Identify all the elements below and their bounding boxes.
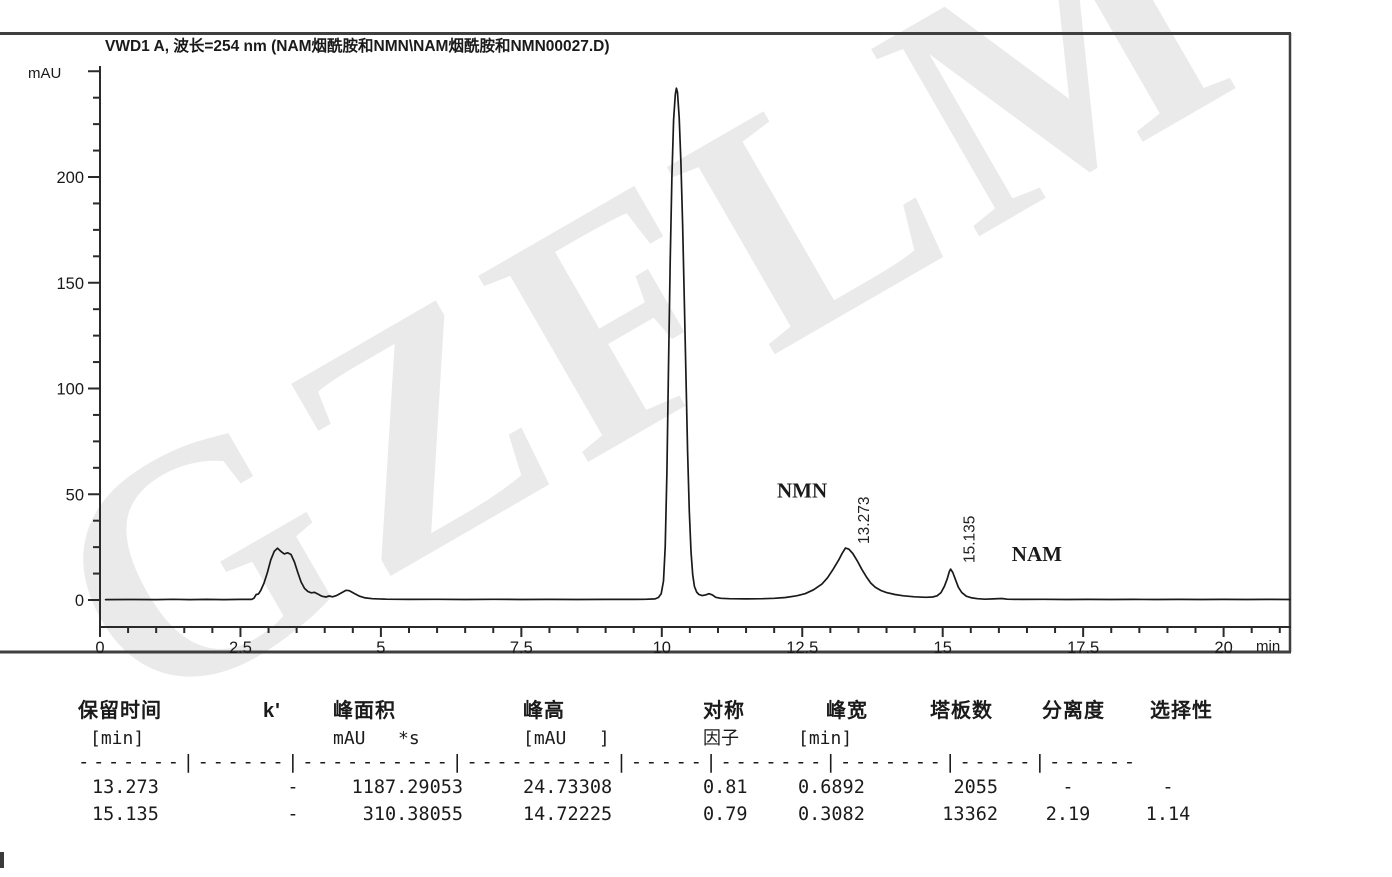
y-axis: 0 50 100 150 200 [56, 66, 101, 627]
integration-results-table: 保留时间 k' 峰面积 峰高 对称 峰宽 塔板数 分离度 选择性 [min] m… [78, 694, 1218, 831]
retention-time-label: 15.135 [962, 516, 979, 563]
col-header-retention-time: 保留时间 [78, 700, 162, 722]
x-tick-label: 7.5 [510, 639, 533, 657]
peak-annotations: NMN 13.273 15.135 NAM [777, 478, 1062, 565]
compound-name-label: NMN [777, 478, 827, 502]
y-tick-label: 0 [75, 592, 84, 610]
x-axis: 0 2.5 5 7.5 10 12.5 15 17.5 20 [95, 626, 1291, 657]
col-header-peak-height: 峰高 [523, 700, 565, 722]
table-row-nmn: 13.273 - 1187.29053 24.73308 0.81 0.6892… [78, 777, 1218, 804]
cell-resolution: 2.19 [1045, 804, 1091, 825]
col-header-plates: 塔板数 [930, 700, 993, 722]
chart-title: VWD1 A, 波长=254 nm (NAM烟酰胺和NMN\NAM烟酰胺和NMN… [105, 36, 610, 55]
x-tick-label: 17.5 [1067, 639, 1099, 657]
y-axis-unit-label: mAU [28, 65, 61, 82]
cell-resolution: - [1062, 777, 1074, 798]
cell-selectivity: - [1162, 777, 1174, 798]
scan-artifact [0, 852, 4, 868]
cell-k: - [287, 804, 299, 825]
x-axis-unit-label: min [1256, 638, 1280, 655]
x-tick-label: 12.5 [786, 639, 818, 657]
y-tick-label: 50 [66, 486, 84, 504]
cell-k: - [287, 777, 299, 798]
unit-symmetry: 因子 [703, 728, 739, 749]
table-row-nam: 15.135 - 310.38055 14.72225 0.79 0.3082 … [78, 804, 1218, 831]
col-header-k-prime: k' [263, 700, 281, 722]
x-tick-label: 15 [934, 639, 952, 657]
cell-width: 0.6892 [798, 777, 865, 798]
compound-name-label: NAM [1012, 542, 1062, 566]
y-tick-label: 100 [56, 381, 84, 399]
x-tick-label: 5 [376, 639, 385, 657]
cell-height: 14.72225 [523, 804, 613, 825]
cell-rt: 13.273 [92, 777, 159, 798]
cell-plates: 13362 [942, 804, 998, 825]
col-header-peak-area: 峰面积 [333, 700, 396, 722]
cell-rt: 15.135 [92, 804, 159, 825]
cell-symmetry: 0.81 [703, 777, 748, 798]
table-separator-line: -------|------|----------|----------|---… [78, 751, 1208, 777]
cell-height: 24.73308 [523, 777, 613, 798]
cell-selectivity: 1.14 [1145, 804, 1191, 825]
separator-dashes: -------|------|----------|----------|---… [78, 751, 1139, 773]
col-header-peak-width: 峰宽 [826, 700, 868, 722]
table-header-row-2: [min] mAU *s [mAU ] 因子 [min] [78, 724, 1218, 751]
unit-retention-time: [min] [90, 728, 145, 749]
unit-peak-width: [min] [798, 728, 853, 749]
x-tick-label: 2.5 [229, 639, 252, 657]
unit-peak-area: mAU *s [333, 728, 420, 749]
unit-peak-height: [mAU ] [523, 728, 610, 749]
y-tick-label: 150 [56, 275, 84, 293]
cell-width: 0.3082 [798, 804, 865, 825]
table-header-row-1: 保留时间 k' 峰面积 峰高 对称 峰宽 塔板数 分离度 选择性 [78, 694, 1218, 724]
x-tick-label: 0 [95, 639, 104, 657]
retention-time-label: 13.273 [856, 497, 873, 544]
col-header-selectivity: 选择性 [1150, 700, 1213, 722]
cell-area: 310.38055 [362, 804, 463, 825]
cell-symmetry: 0.79 [703, 804, 748, 825]
cell-plates: 2055 [953, 777, 998, 798]
chromatogram-chart: VWD1 A, 波长=254 nm (NAM烟酰胺和NMN\NAM烟酰胺和NMN… [0, 32, 1292, 657]
x-tick-label: 10 [653, 639, 671, 657]
x-tick-label: 20 [1214, 639, 1232, 657]
col-header-resolution: 分离度 [1042, 700, 1105, 722]
chromatogram-trace [104, 87, 1291, 601]
col-header-symmetry: 对称 [703, 700, 745, 722]
cell-area: 1187.29053 [351, 777, 463, 798]
y-tick-label: 200 [56, 169, 84, 187]
